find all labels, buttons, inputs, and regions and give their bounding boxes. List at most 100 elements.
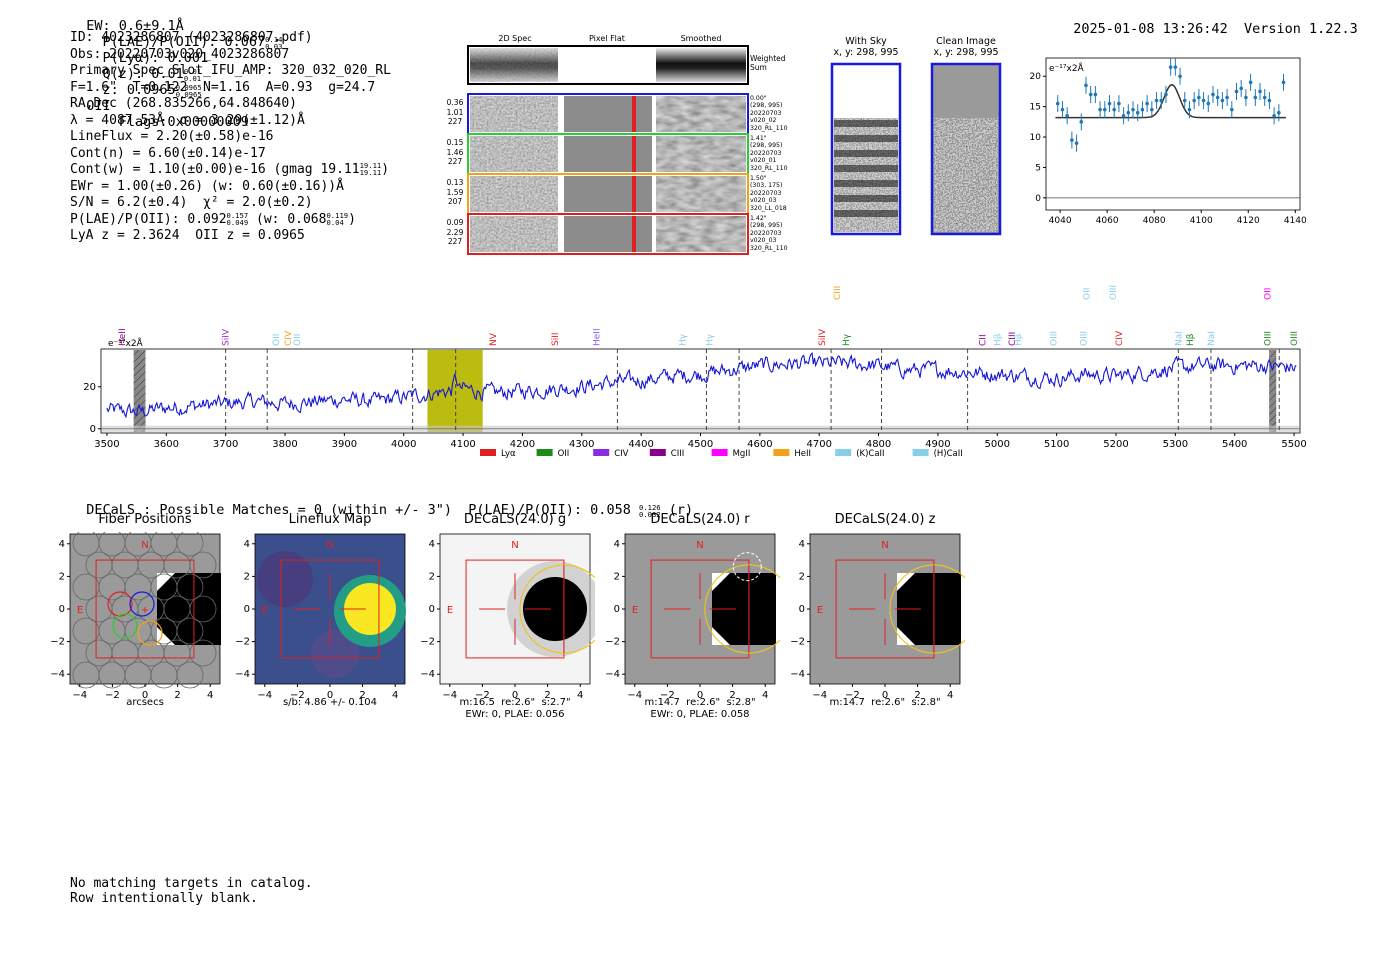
decals-ytick-label: 2: [614, 571, 620, 582]
legend-swatch: [480, 449, 496, 456]
decals-ytick-label: −4: [235, 669, 250, 680]
spectrum-ytick-label: 0: [90, 424, 96, 435]
clean-header: Clean Image x, y: 298, 995: [926, 36, 1006, 58]
zoom-point: [1126, 110, 1131, 115]
decals-caption: EWr: 0, PLAE: 0.058: [650, 709, 750, 720]
east-label: E: [77, 605, 83, 616]
decals-xtick-label: 0: [882, 690, 888, 701]
zoom-point: [1135, 110, 1140, 115]
decals-xtick-label: 2: [544, 690, 550, 701]
line-id-label: Hβ: [1186, 333, 1196, 346]
header-z: z: 0.0965: [102, 82, 176, 98]
fiber-circle: [176, 532, 204, 557]
line-id-label: OIII: [1263, 331, 1273, 346]
zoom-ytick-label: 10: [1030, 133, 1041, 143]
zoom-point: [1281, 80, 1286, 85]
line-id-label: Hβ: [1014, 333, 1024, 346]
header-z-hi: 0.0965: [175, 83, 202, 92]
sky-header: With Sky x, y: 298, 995: [826, 36, 906, 58]
decals-ytick-label: −2: [235, 637, 250, 648]
spec2d-row-meta: 0.00" (298, 995) 20220703 v020_02 320_RL_110: [750, 95, 788, 132]
sky-band: [1269, 350, 1277, 432]
header-bar: EW: 0.6±9.1Å P(LAE)/P(OII): 0.067 0.14 0.0…: [70, 2, 282, 130]
spectrum-line: [106, 352, 1297, 419]
flux-peak: [344, 583, 396, 635]
decals-panel-fiber: Fiber Positions + N E −4 −4 −2 −2 0 0 2 2 4 4 arcsecs: [40, 510, 225, 725]
decals-xtick-label: 4: [947, 690, 953, 701]
line-id-label: CIII: [1008, 332, 1018, 346]
east-label: E: [262, 605, 268, 616]
decals-panel-r: DECaLS(24.0) r N E −4 −4 −2 −2 0 0 2 2 4 4 m:14.7 re:…: [595, 510, 780, 725]
decals-ytick-label: 2: [244, 571, 250, 582]
zoom-point: [1244, 95, 1248, 100]
zoom-point: [1262, 95, 1267, 100]
decals-panel-g: DECaLS(24.0) g N E −4 −4 −2 −2 0 0 2 2 4 4 m:16.5 re:…: [410, 510, 595, 725]
zoom-point: [1178, 74, 1182, 79]
line-id-label: NV: [489, 332, 499, 346]
cutouts-svg: [830, 62, 1002, 236]
zoom-point: [1168, 65, 1173, 69]
line-id-label: Hγ: [705, 333, 715, 346]
zoom-ylabel: e⁻¹⁷x2Å: [1049, 62, 1085, 74]
zoom-point: [1211, 92, 1215, 97]
decals-panels: Fiber Positions + N E −4 −4 −2 −2 0 0 2 2 4 4 arcsecs L…: [0, 510, 1000, 725]
legend-swatch: [711, 449, 728, 456]
zoom-plot-frame: [1045, 57, 1301, 211]
spectrum-xtick-label: 5100: [1044, 439, 1069, 450]
zoom-point: [1060, 107, 1065, 112]
header-flags: Flags:0x00000009: [118, 114, 249, 130]
zoom-point: [1225, 95, 1229, 100]
decals-ytick-label: −2: [50, 637, 65, 648]
zoom-line-chart: e⁻¹⁷x2Å 4040 4060 4080 4100 4120 4140 0 5 10 15 20: [1030, 57, 1307, 226]
north-label: N: [881, 540, 888, 551]
east-label: E: [817, 605, 823, 616]
spectrum-xtick-label: 3900: [332, 439, 357, 450]
info-contw: Cont(w) = 1.10(±0.00)e-16 (gmag 19.11 19.…: [70, 161, 390, 177]
decals-xtick-label: 4: [392, 690, 398, 701]
line-id-label: OIII: [1109, 285, 1119, 300]
zoom-point: [1065, 113, 1069, 118]
spectrum-xtick-label: 4500: [688, 439, 713, 450]
header-version: Version 1.22.3: [1243, 21, 1358, 37]
north-label: N: [511, 540, 518, 551]
zoom-point: [1192, 98, 1196, 103]
decals-ytick-label: 4: [429, 539, 435, 550]
source-core: [157, 573, 221, 645]
decals-ytick-label: 2: [59, 571, 65, 582]
decals-panel-title: DECaLS(24.0) z: [834, 512, 936, 527]
decals-ytick-label: 2: [429, 571, 435, 582]
decals-image: + N E −4 −4 −2 −2 0 0 2 2 4 4: [50, 532, 221, 701]
line-id-label: OII: [293, 334, 303, 346]
legend-label: OII: [558, 449, 570, 459]
zoom-point: [1055, 101, 1060, 106]
decals-ytick-label: 0: [799, 604, 805, 615]
weighted-sum-strip: [467, 45, 749, 85]
zoom-point: [1248, 80, 1253, 85]
spec2d-panel: 2D Spec Pixel Flat Smoothed: [440, 30, 800, 260]
zoom-point: [1239, 86, 1244, 91]
header-plae: P(LAE)/P(OII): 0.067: [102, 34, 266, 50]
legend-swatch: [593, 449, 610, 456]
decals-panel-z: DECaLS(24.0) z N E −4 −4 −2 −2 0 0 2 2 4 4 m:14.7 re:…: [780, 510, 965, 725]
fiber-circle: [176, 617, 204, 645]
decals-image: N E −4 −4 −2 −2 0 0 2 2 4 4: [420, 533, 595, 701]
info-plae-lo: 0.049: [226, 217, 249, 227]
north-label: N: [696, 540, 703, 551]
decals-ytick-label: −4: [50, 669, 65, 680]
decals-panel-flux: Lineflux Map N E −4 −4 −2 −2 0 0 2 2 4 4 s/b: 4.86 +/…: [225, 510, 410, 725]
spec2d-row-meta: 1.41" (298, 995) 20220703 v020_01 320_RL_110: [750, 135, 788, 172]
zoom-point: [1107, 101, 1112, 106]
spectrum-xtick-label: 4100: [450, 439, 475, 450]
decals-xtick-label: 0: [327, 690, 333, 701]
header-datetime: 2025-01-08 13:26:42: [1073, 21, 1228, 37]
legend-label: Lyα: [501, 449, 516, 459]
zoom-point: [1093, 92, 1098, 97]
spec2d-row-stats: 0.09 2.29 227: [446, 218, 464, 246]
info-ewr: EWr = 1.00(±0.26) (w: 0.60(±0.16))Å: [70, 178, 344, 194]
decals-xtick-label: 0: [512, 690, 518, 701]
clean-image-cutout: [930, 62, 1002, 236]
zoom-point: [1201, 98, 1206, 103]
info-id: ID: 4023286807 (4023286807.pdf): [70, 30, 313, 45]
decals-ytick-label: 0: [614, 604, 620, 615]
zoom-point: [1112, 107, 1117, 112]
